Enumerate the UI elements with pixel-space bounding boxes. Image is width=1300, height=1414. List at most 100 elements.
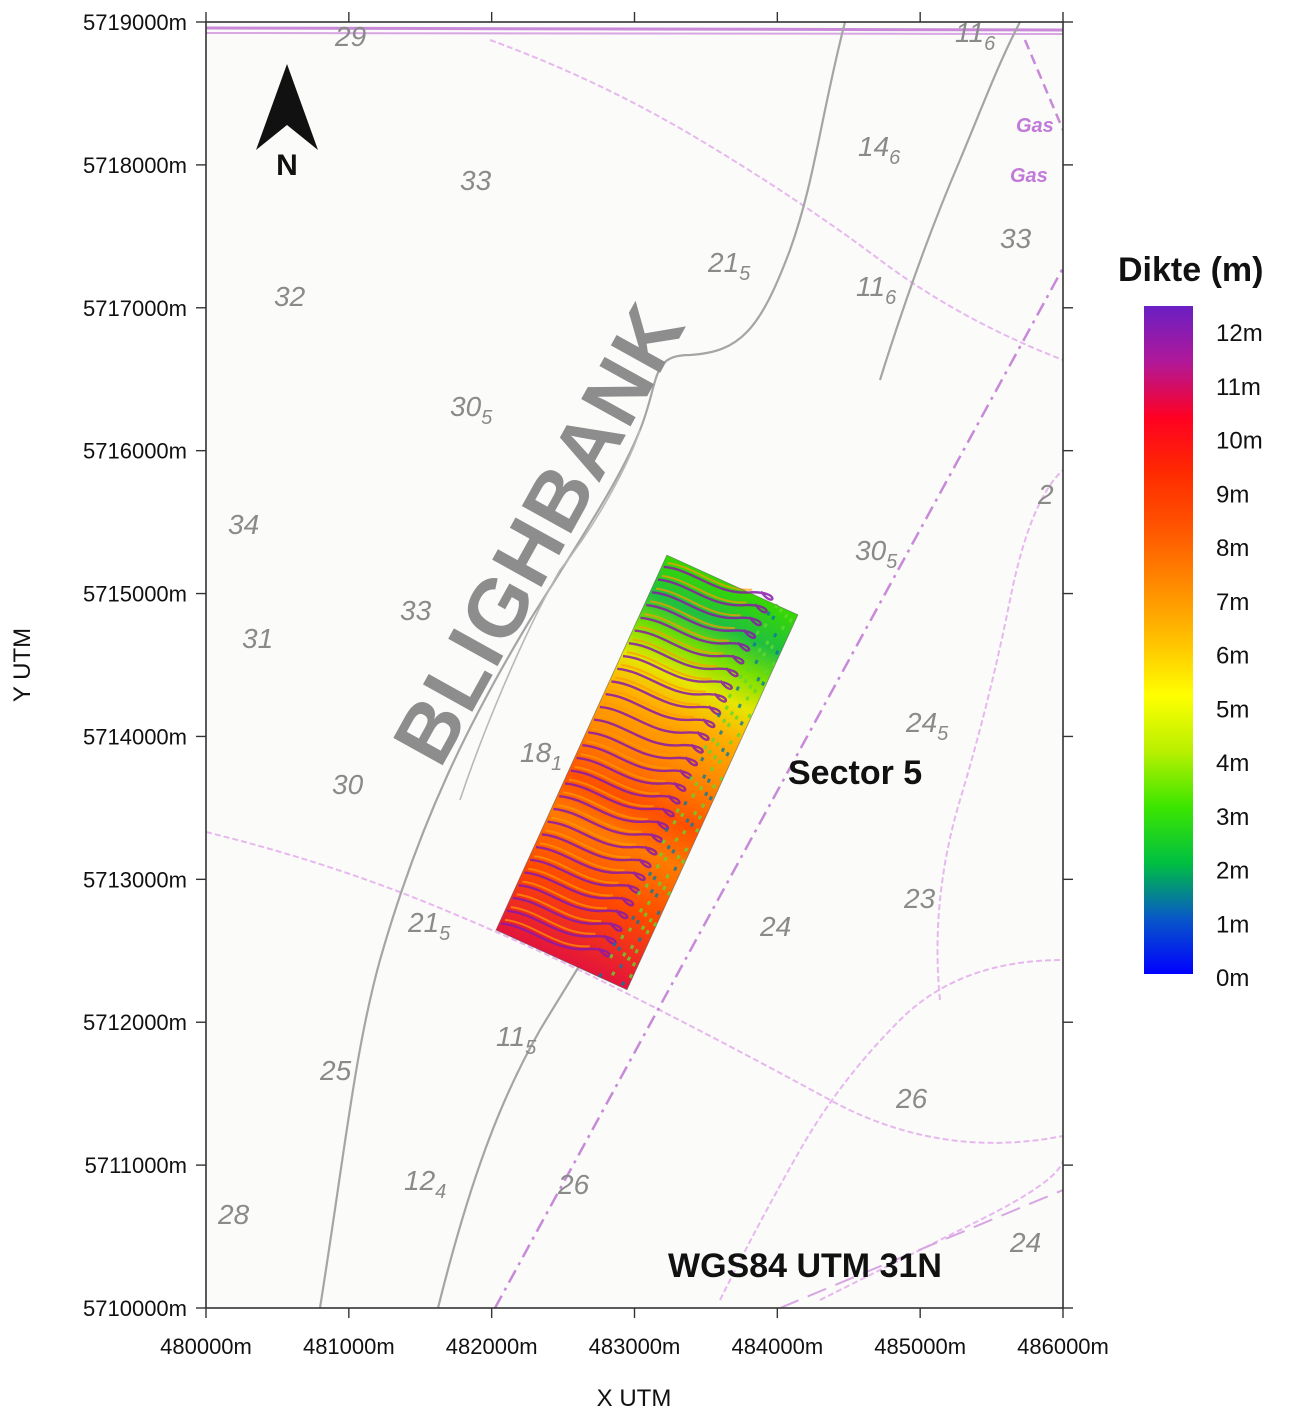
edge-speckle	[643, 912, 648, 918]
edge-speckle	[609, 953, 614, 959]
nautical-chart-layer: 29 116 146 Gas Gas 33 33 32 215 116 305 …	[206, 17, 1063, 1308]
north-arrow-icon	[256, 64, 318, 150]
depth-sounding: 116	[856, 271, 897, 309]
edge-speckle	[716, 712, 722, 718]
edge-speckle	[645, 929, 650, 935]
legend-label: 2m	[1216, 858, 1249, 885]
depth-sounding: 32	[274, 281, 306, 312]
ridge-highlight	[551, 816, 637, 846]
edge-speckle	[667, 891, 672, 896]
edge-speckle	[762, 651, 767, 657]
edge-speckle	[626, 956, 632, 962]
y-tick-label: 5717000m	[83, 296, 187, 321]
legend-label: 4m	[1216, 750, 1249, 777]
legend-label: 6m	[1216, 643, 1249, 670]
edge-speckle	[760, 681, 766, 687]
edge-speckle	[682, 829, 687, 835]
depth-sounding-sub: 4	[435, 1181, 446, 1203]
edge-speckle	[627, 927, 633, 933]
depth-contour	[318, 22, 847, 1308]
edge-speckle	[774, 603, 779, 609]
edge-speckle	[683, 800, 688, 806]
boundary-line	[206, 26, 1063, 32]
ridge-line	[646, 603, 757, 640]
ridge-line	[582, 744, 693, 780]
y-tick-label: 5712000m	[83, 1010, 187, 1035]
wavy-cable-line	[719, 959, 1063, 1301]
y-tick-label: 5718000m	[83, 153, 187, 178]
edge-speckle	[710, 737, 716, 743]
ridge-line	[524, 871, 635, 907]
depth-sounding-sub: 5	[886, 551, 898, 573]
edge-speckle	[612, 941, 617, 947]
ridge-highlight	[621, 664, 706, 693]
depth-sounding-sub: 5	[481, 407, 493, 429]
ridge-highlight	[539, 842, 625, 871]
edge-speckle	[628, 973, 634, 979]
pipeline-route	[779, 1189, 1063, 1308]
gas-label: Gas	[1010, 165, 1048, 187]
ridge-highlight	[510, 906, 596, 935]
edge-speckle	[715, 741, 721, 747]
depth-sounding-main: 24	[905, 707, 937, 738]
edge-speckle	[703, 791, 709, 797]
edge-speckle	[672, 819, 677, 825]
x-tick-label: 484000m	[731, 1334, 823, 1359]
edge-speckle	[712, 754, 718, 760]
edge-speckle	[616, 946, 622, 952]
edge-speckle	[746, 666, 751, 672]
ridge-line	[553, 807, 664, 843]
depth-contour	[878, 22, 1021, 381]
depth-sounding: 116	[955, 17, 996, 55]
ridge-highlight	[638, 625, 724, 655]
depth-contour	[459, 429, 641, 801]
edge-speckle	[709, 766, 715, 772]
raster-base	[496, 555, 798, 990]
edge-speckle	[720, 747, 726, 753]
edge-speckle	[771, 615, 776, 621]
edge-speckle	[691, 793, 696, 799]
legend-label: 11m	[1216, 374, 1261, 401]
north-label: N	[276, 149, 298, 182]
wavy-cable-line	[489, 39, 1063, 361]
depth-sounding: 181	[520, 737, 562, 775]
edge-speckle	[771, 661, 776, 667]
y-axis: 5719000m 5718000m 5717000m 5716000m 5715000m…	[83, 10, 1073, 1321]
legend-label: 5m	[1216, 696, 1249, 723]
edge-speckle	[726, 722, 731, 728]
crs-label: WGS84 UTM 31N	[668, 1247, 942, 1285]
edge-speckle	[748, 684, 753, 690]
depth-sounding: 24	[759, 911, 791, 942]
depth-sounding-main: 12	[404, 1165, 436, 1196]
edge-speckle	[753, 688, 758, 694]
edge-speckle	[648, 917, 653, 923]
depth-sounding: 29	[334, 21, 366, 52]
ridge-line	[622, 654, 733, 690]
edge-speckle	[671, 849, 676, 854]
ridge-highlight	[626, 651, 712, 680]
depth-sounding-main: 11	[856, 271, 885, 302]
boundary-line	[206, 32, 1063, 35]
legend-label: 3m	[1216, 804, 1249, 831]
ridge-line	[576, 756, 687, 792]
edge-speckle	[725, 751, 730, 757]
depth-sounding-sub: 6	[889, 147, 901, 169]
edge-speckle	[737, 703, 742, 709]
depth-sounding-sub: 5	[739, 263, 751, 285]
edge-speckle	[636, 890, 642, 896]
y-tick-label: 5713000m	[83, 867, 187, 892]
edge-speckle	[652, 922, 658, 927]
x-tick-label: 486000m	[1017, 1334, 1109, 1359]
ridge-line	[512, 896, 623, 933]
edge-speckle	[698, 785, 704, 791]
sector-label: Sector 5	[788, 754, 922, 792]
edge-speckle	[620, 981, 626, 986]
edge-speckle	[700, 756, 705, 762]
edge-speckle	[745, 695, 750, 701]
ridge-line	[541, 833, 652, 869]
edge-speckle	[694, 781, 699, 787]
ridge-highlight	[528, 867, 613, 897]
ridge-highlight	[557, 804, 642, 833]
edge-speckle	[695, 828, 700, 833]
